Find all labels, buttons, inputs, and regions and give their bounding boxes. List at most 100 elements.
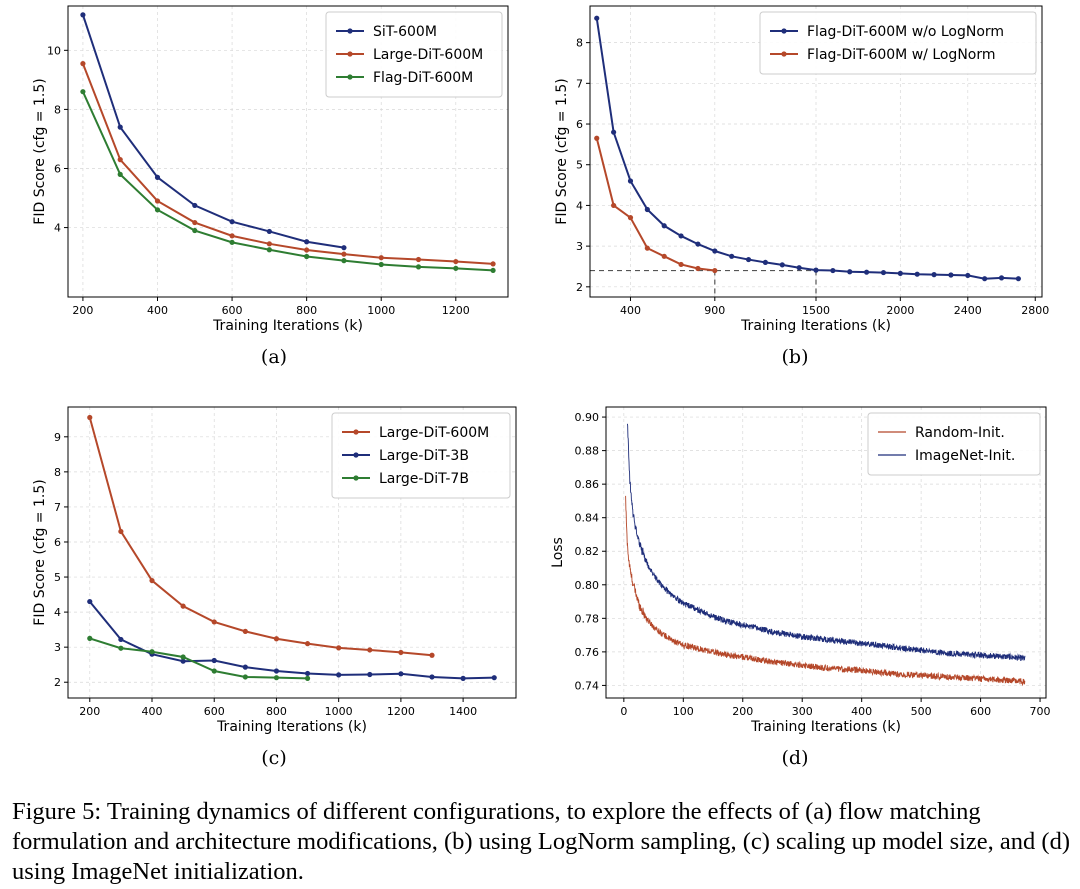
data-point <box>149 577 155 584</box>
data-point <box>627 178 634 184</box>
x-tick-label: 600 <box>970 705 991 718</box>
data-point <box>460 675 466 681</box>
y-axis-label: FID Score (cfg = 1.5) <box>554 78 570 224</box>
data-point <box>304 675 311 681</box>
data-point <box>830 267 836 274</box>
data-point <box>611 129 617 135</box>
legend-marker <box>347 74 353 80</box>
data-point <box>211 657 217 664</box>
data-point <box>118 528 124 535</box>
data-point <box>229 233 235 239</box>
data-point <box>154 207 161 213</box>
x-tick-label: 1200 <box>442 304 470 317</box>
y-tick-label: 0.76 <box>575 646 600 659</box>
x-tick-label: 200 <box>79 705 100 718</box>
data-point <box>266 228 272 235</box>
y-tick-label: 8 <box>54 103 61 116</box>
legend-label: Random-Init. <box>915 425 1005 441</box>
y-axis-label: FID Score (cfg = 1.5) <box>32 479 48 625</box>
legend-label: Flag-DiT-600M w/o LogNorm <box>807 24 1004 40</box>
data-point <box>229 239 235 245</box>
data-point <box>304 641 311 647</box>
data-point <box>880 269 887 276</box>
series-line <box>89 637 308 680</box>
x-tick-label: 0 <box>620 705 627 718</box>
series-line <box>89 600 495 680</box>
data-point <box>398 649 404 656</box>
x-tick-label: 200 <box>732 705 753 718</box>
data-point <box>712 267 718 274</box>
data-point <box>661 253 667 259</box>
data-point <box>695 265 701 272</box>
x-tick-label: 800 <box>266 705 287 718</box>
legend-box <box>759 11 1037 75</box>
legend-label: ImageNet-Init. <box>915 448 1015 464</box>
y-tick-label: 0.88 <box>575 445 600 458</box>
data-point <box>242 674 248 680</box>
data-point <box>678 261 684 268</box>
x-axis-label: Training Iterations (k) <box>740 318 891 334</box>
data-point <box>304 247 310 253</box>
data-point <box>712 248 718 254</box>
sub-caption: (a) <box>261 346 287 368</box>
chart-panel-b: 400 900 1500 2000 2400 2800 2 3 4 5 6 7 8 Training It… <box>554 5 1049 368</box>
x-tick-label: 500 <box>911 705 932 718</box>
data-point <box>453 258 459 265</box>
y-tick-label: 0.82 <box>575 545 600 558</box>
data-point <box>118 636 124 643</box>
legend-marker <box>353 475 359 481</box>
plot-frame <box>67 406 517 699</box>
y-tick-label: 4 <box>54 222 61 235</box>
data-point <box>627 215 634 221</box>
data-point <box>273 675 280 681</box>
legend-label: Large-DiT-3B <box>379 448 469 464</box>
data-point <box>678 233 684 239</box>
data-point <box>304 239 310 245</box>
data-point <box>211 668 217 674</box>
data-point <box>490 267 496 274</box>
data-point <box>398 671 404 677</box>
data-point <box>378 261 384 268</box>
x-tick-label: 200 <box>72 304 93 317</box>
series-line <box>81 63 494 265</box>
data-point <box>779 262 785 268</box>
y-tick-label: 3 <box>54 641 61 654</box>
legend-marker <box>781 28 787 34</box>
data-point <box>341 258 347 264</box>
x-tick-label: 800 <box>296 304 317 317</box>
data-point <box>118 645 124 651</box>
x-tick-label: 700 <box>1030 705 1051 718</box>
sub-caption: (d) <box>782 747 809 769</box>
data-point <box>594 135 600 141</box>
x-tick-label: 2000 <box>886 304 914 317</box>
y-tick-label: 2 <box>576 281 583 294</box>
data-point <box>847 269 853 275</box>
data-point <box>965 272 971 279</box>
data-point <box>336 645 342 651</box>
y-tick-label: 7 <box>54 501 61 514</box>
data-point <box>367 647 373 653</box>
data-point <box>273 636 280 642</box>
x-tick-label: 400 <box>851 705 872 718</box>
x-tick-label: 400 <box>620 304 641 317</box>
x-tick-label: 400 <box>142 705 163 718</box>
data-point <box>998 275 1005 281</box>
y-tick-label: 8 <box>54 466 61 479</box>
data-point <box>644 206 650 213</box>
data-point <box>429 652 435 658</box>
y-tick-label: 6 <box>54 162 61 175</box>
data-point <box>154 198 161 204</box>
data-point <box>415 264 422 270</box>
chart-panel-a: 200 400 600 800 1000 1200 4 6 8 10 Training Iterat… <box>32 5 509 368</box>
data-point <box>661 223 667 229</box>
data-point <box>336 672 342 678</box>
data-point <box>415 256 422 263</box>
data-point <box>266 247 272 253</box>
data-point <box>80 89 86 95</box>
data-point <box>211 619 217 625</box>
series-line <box>595 18 1019 280</box>
legend-label: SiT-600M <box>373 24 437 40</box>
x-tick-label: 1500 <box>802 304 830 317</box>
series-line <box>81 14 345 249</box>
